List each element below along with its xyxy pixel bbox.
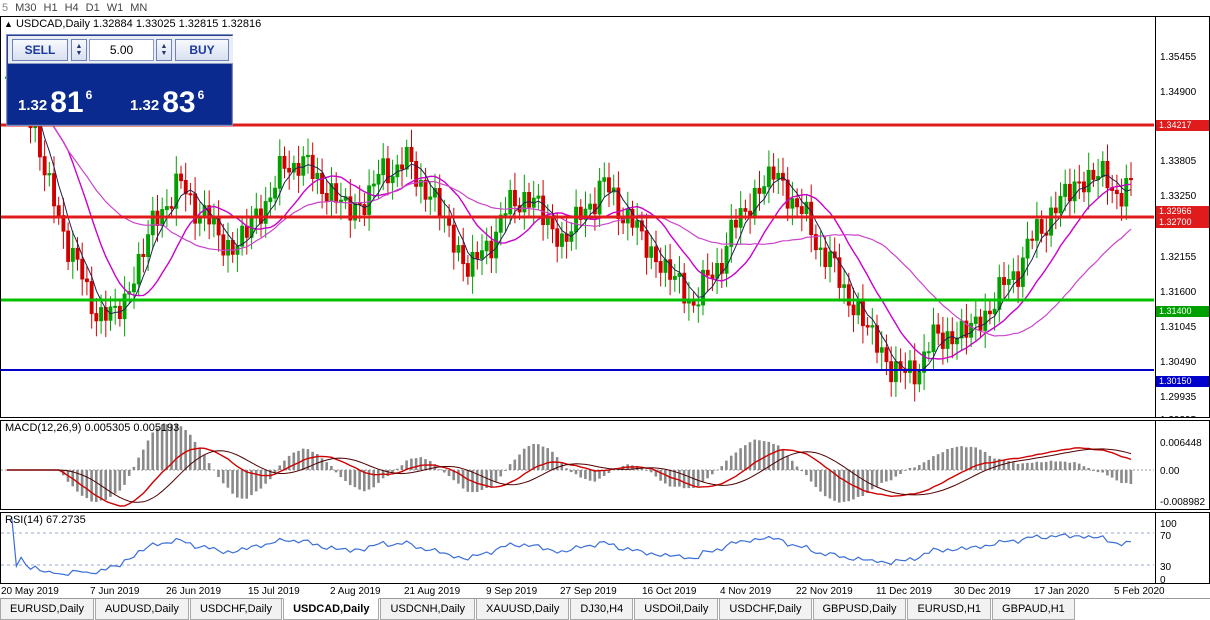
tab-usdchf-daily[interactable]: USDCHF,Daily	[189, 599, 283, 620]
macd-tick-0: 0.006448	[1160, 438, 1202, 449]
buy-button[interactable]: BUY	[175, 38, 229, 61]
ma-magenta-line-2	[6, 72, 1132, 337]
timeframe-bar[interactable]: 5 M30 H1 H4 D1 W1 MN	[0, 0, 1210, 16]
timeframe-w1[interactable]: W1	[106, 2, 124, 14]
macd-title: MACD(12,26,9) 0.005305 0.005193	[5, 422, 180, 434]
lot-stepper[interactable]: ▲ ▼	[71, 38, 87, 61]
stepper-down-icon-2[interactable]: ▼	[160, 49, 168, 57]
price-chart-svg	[1, 52, 1154, 402]
lot-stepper-right[interactable]: ▲ ▼	[156, 38, 172, 61]
macd-chart-svg	[1, 423, 1154, 507]
time-tick-2: 26 Jun 2019	[166, 586, 222, 597]
price-tag-support-blue: 1.30150	[1156, 376, 1209, 387]
stepper-up-icon-2[interactable]: ▲	[160, 42, 168, 50]
buy-price-display: 1.32 83 6	[122, 66, 230, 122]
one-click-trading-panel[interactable]: SELL ▲ ▼ 5.00 ▲ ▼ BUY 1.32 81 6 1.32 83	[7, 35, 233, 125]
price-tick-8: 1.31045	[1160, 322, 1197, 333]
buy-price-pips: 83	[162, 86, 196, 119]
rsi-title: RSI(14) 67.2735	[5, 514, 86, 526]
stepper-down-icon[interactable]: ▼	[75, 49, 83, 57]
price-axis[interactable]: 1.35455 1.34900 1.34360 1.33805 1.33250 …	[1155, 16, 1210, 418]
timeframe-h1[interactable]: H1	[43, 2, 58, 14]
price-tag-resistance-upper: 1.34217	[1156, 120, 1209, 131]
price-tick-7: 1.31600	[1160, 287, 1197, 298]
price-tick-9: 1.30490	[1160, 357, 1197, 368]
rsi-pane[interactable]: RSI(14) 67.2735	[0, 512, 1155, 584]
tab-audusd-daily[interactable]: AUDUSD,Daily	[94, 599, 189, 620]
rsi-line	[11, 516, 1132, 576]
price-tick-10: 1.29935	[1160, 392, 1197, 403]
macd-histogram	[5, 423, 1133, 503]
tab-eurusd-h1[interactable]: EURUSD,H1	[907, 599, 992, 620]
tab-xauusd-daily[interactable]: XAUUSD,Daily	[476, 599, 570, 620]
timeframe-d1[interactable]: D1	[85, 2, 100, 14]
sell-price-integer: 1.32	[18, 97, 48, 114]
price-tick-0: 1.35455	[1160, 52, 1197, 63]
tab-eurusd-daily[interactable]: EURUSD,Daily	[0, 599, 94, 620]
sell-price-display: 1.32 81 6	[10, 66, 118, 122]
price-tick-4: 1.33250	[1160, 191, 1197, 202]
macd-axis: 0.006448 0.00 -0.008982	[1155, 420, 1210, 510]
price-pane[interactable]: ▲ USDCAD,Daily 1.32884 1.33025 1.32815 1…	[0, 16, 1155, 418]
time-tick-1: 7 Jun 2019	[90, 586, 140, 597]
time-tick-5: 21 Aug 2019	[404, 586, 461, 597]
time-tick-10: 22 Nov 2019	[796, 586, 853, 597]
tab-usdcad-daily[interactable]: USDCAD,Daily	[283, 598, 380, 620]
time-tick-6: 9 Sep 2019	[486, 586, 538, 597]
lot-size-input[interactable]: 5.00	[89, 38, 154, 61]
time-tick-13: 17 Jan 2020	[1034, 586, 1090, 597]
macd-tick-1: 0.00	[1160, 466, 1180, 477]
time-tick-9: 4 Nov 2019	[720, 586, 772, 597]
tab-usdchf-daily-2[interactable]: USDCHF,Daily	[719, 599, 812, 620]
time-tick-0: 20 May 2019	[1, 586, 59, 597]
time-tick-12: 30 Dec 2019	[954, 586, 1011, 597]
price-tag-current: 1.32966	[1156, 206, 1209, 217]
collapse-arrow-icon[interactable]: ▲	[4, 19, 13, 29]
time-tick-11: 11 Dec 2019	[876, 586, 932, 597]
price-tick-6: 1.32155	[1160, 252, 1197, 263]
oct-controls-row[interactable]: SELL ▲ ▼ 5.00 ▲ ▼ BUY	[8, 36, 233, 64]
tab-dj30-h4[interactable]: DJ30,H4	[570, 599, 634, 620]
symbol-header-text: USDCAD,Daily 1.32884 1.33025 1.32815 1.3…	[15, 18, 262, 30]
sell-price-pips: 81	[50, 86, 84, 119]
rsi-tick-3: 0	[1160, 575, 1166, 584]
macd-signal-line	[7, 448, 1132, 503]
rsi-tick-1: 70	[1160, 531, 1172, 542]
price-tag-support-green: 1.31400	[1156, 306, 1209, 317]
chart-tabs[interactable]: EURUSD,Daily AUDUSD,Daily USDCHF,Daily U…	[0, 598, 1210, 620]
tab-usdoil-daily[interactable]: USDOil,Daily	[634, 599, 719, 620]
rsi-axis: 100 70 30 0	[1155, 512, 1210, 584]
rsi-chart-svg	[1, 516, 1154, 576]
time-tick-8: 16 Oct 2019	[642, 586, 697, 597]
time-axis: 20 May 2019 7 Jun 2019 26 Jun 2019 15 Ju…	[0, 586, 1165, 600]
timeframe-5[interactable]: 5	[2, 2, 9, 14]
price-tick-1: 1.34900	[1160, 87, 1197, 98]
timeframe-h4[interactable]: H4	[64, 2, 79, 14]
macd-pane[interactable]: MACD(12,26,9) 0.005305 0.005193	[0, 420, 1155, 510]
symbol-header: ▲ USDCAD,Daily 1.32884 1.33025 1.32815 1…	[4, 18, 261, 30]
tab-gbpusd-daily[interactable]: GBPUSD,Daily	[812, 599, 907, 620]
sell-button[interactable]: SELL	[12, 38, 68, 61]
price-tick-11: 1.29395	[1160, 415, 1196, 417]
timeframe-mn[interactable]: MN	[130, 2, 148, 14]
buy-price-integer: 1.32	[130, 97, 160, 114]
tab-gbpaud-h1[interactable]: GBPAUD,H1	[992, 599, 1075, 620]
time-tick-4: 2 Aug 2019	[330, 586, 381, 597]
time-tick-7: 27 Sep 2019	[560, 586, 617, 597]
rsi-tick-2: 30	[1160, 562, 1172, 573]
macd-tick-2: -0.008982	[1160, 497, 1206, 508]
tab-usdcnh-daily[interactable]: USDCNH,Daily	[380, 599, 476, 620]
buy-price-fraction: 6	[197, 88, 205, 102]
stepper-up-icon[interactable]: ▲	[75, 42, 83, 50]
timeframe-m30[interactable]: M30	[15, 2, 37, 14]
price-tick-3: 1.33805	[1160, 156, 1197, 167]
rsi-tick-0: 100	[1160, 519, 1177, 530]
time-tick-14: 5 Feb 2020	[1114, 586, 1165, 597]
sell-price-fraction: 6	[85, 88, 93, 102]
ma-dark-line	[6, 72, 1132, 373]
price-tag-resistance-mid: 1.32700	[1156, 217, 1209, 228]
time-tick-3: 15 Jul 2019	[248, 586, 300, 597]
chart-area: ▲ USDCAD,Daily 1.32884 1.33025 1.32815 1…	[0, 16, 1210, 597]
